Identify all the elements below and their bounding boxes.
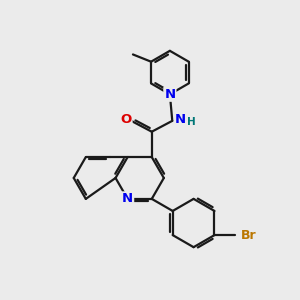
Text: O: O — [120, 113, 132, 126]
Text: N: N — [175, 113, 186, 126]
Text: Br: Br — [241, 229, 256, 242]
Text: H: H — [187, 117, 196, 127]
Text: N: N — [122, 192, 133, 206]
Text: N: N — [164, 88, 175, 101]
